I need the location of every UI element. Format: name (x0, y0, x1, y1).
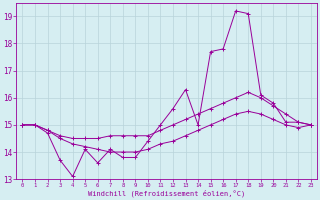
X-axis label: Windchill (Refroidissement éolien,°C): Windchill (Refroidissement éolien,°C) (88, 190, 245, 197)
